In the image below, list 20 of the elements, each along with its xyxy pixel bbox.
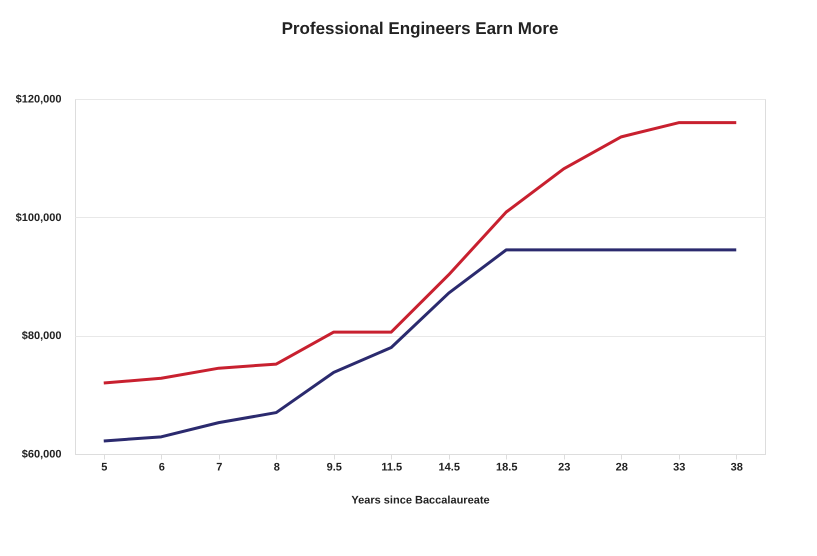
x-tick-label: 11.5 — [381, 462, 402, 474]
y-tick-label: $60,000 — [22, 448, 62, 460]
y-tick-label: $100,000 — [16, 212, 62, 224]
x-tick-label: 5 — [101, 462, 108, 474]
x-tick-label: 33 — [673, 462, 686, 474]
y-tick-label: $120,000 — [16, 94, 62, 106]
x-tick-label: 6 — [158, 462, 165, 474]
x-tick-label: 8 — [274, 462, 280, 474]
x-tick-label: 14.5 — [438, 462, 460, 474]
y-tick-label: $80,000 — [22, 330, 62, 342]
x-tick-label: 38 — [730, 462, 743, 474]
x-tick-label: 28 — [616, 462, 628, 474]
x-tick-label: 18.5 — [496, 462, 518, 474]
x-axis-title: Years since Baccalaureate — [351, 494, 490, 506]
x-tick-label: 23 — [558, 462, 570, 474]
chart-title: Professional Engineers Earn More — [282, 19, 558, 38]
line-series — [102, 121, 738, 384]
line-series — [102, 248, 738, 442]
x-tick-label: 7 — [216, 462, 222, 474]
x-tick-label: 9.5 — [326, 462, 342, 474]
